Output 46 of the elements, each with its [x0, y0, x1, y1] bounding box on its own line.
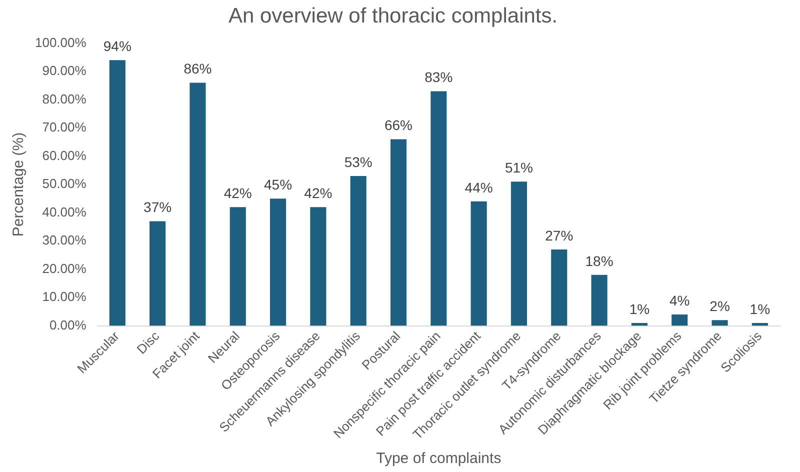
data-label: 45%	[264, 176, 292, 192]
data-label: 86%	[184, 60, 212, 77]
y-tick-label: 80.00%	[42, 91, 87, 106]
y-tick-label: 40.00%	[42, 204, 87, 220]
bar	[470, 201, 487, 326]
bar	[150, 221, 166, 326]
data-label: 66%	[384, 117, 413, 134]
y-tick-label: 30.00%	[42, 232, 87, 248]
y-tick-label: 20.00%	[42, 260, 87, 276]
y-axis-title: Percentage (%)	[10, 132, 28, 237]
data-label: 42%	[224, 184, 252, 201]
data-label: 37%	[144, 199, 172, 216]
bar	[190, 82, 206, 326]
bar	[230, 207, 246, 326]
y-tick-label: 90.00%	[42, 63, 87, 78]
y-tick-label: 0.00%	[49, 317, 87, 332]
bar	[109, 60, 126, 326]
data-label: 1%	[750, 300, 770, 317]
data-label: 83%	[424, 69, 453, 86]
bar	[712, 320, 728, 326]
x-axis-title: Type of complaints	[376, 450, 502, 468]
data-label: 1%	[629, 300, 650, 317]
data-label: 94%	[103, 38, 132, 54]
bar	[350, 176, 366, 326]
data-label: 2%	[710, 298, 730, 314]
data-label: 4%	[669, 292, 690, 308]
data-label: 53%	[344, 154, 372, 170]
bar	[591, 274, 608, 326]
bar	[510, 182, 528, 326]
bar	[310, 207, 326, 326]
bar	[270, 198, 286, 326]
bar	[430, 91, 447, 326]
y-tick-label: 100.00%	[34, 34, 87, 50]
data-label: 51%	[504, 160, 533, 176]
y-tick-label: 70.00%	[42, 120, 87, 135]
bar	[390, 139, 407, 326]
data-label: 27%	[545, 227, 574, 244]
data-label: 42%	[304, 184, 332, 201]
y-tick-label: 10.00%	[42, 289, 87, 304]
y-tick-label: 50.00%	[42, 176, 87, 192]
chart-title: An overview of thoracic complaints.	[228, 4, 558, 28]
bar	[551, 249, 568, 326]
y-tick-label: 60.00%	[42, 148, 87, 163]
data-label: 44%	[464, 179, 493, 196]
bar	[672, 314, 688, 326]
data-label: 18%	[585, 252, 614, 269]
